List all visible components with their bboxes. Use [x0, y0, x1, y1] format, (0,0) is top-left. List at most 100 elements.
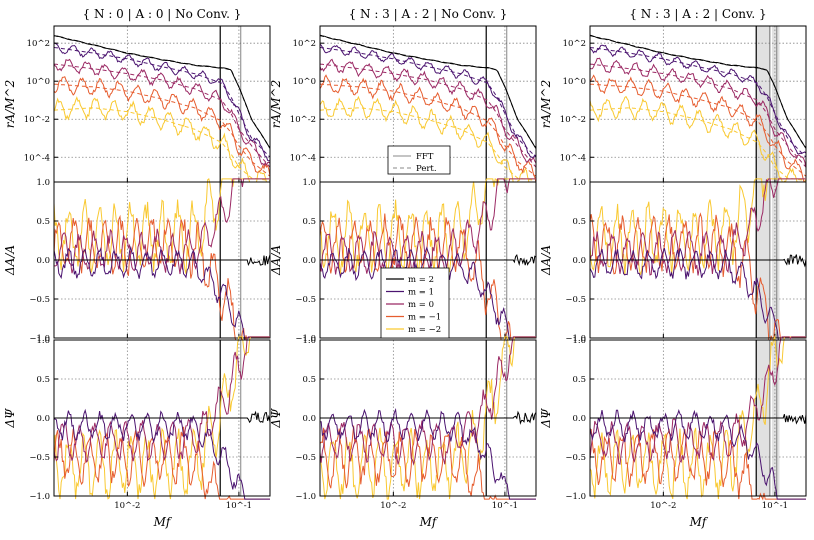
panel-r3-c2: −1.0 −0.5 0.0 0.5 1.0 10^-2 10^-1 ΔΨ — [269, 336, 537, 511]
series-fft-2 — [53, 42, 271, 162]
panel-r1-c3: 10^-4 10^-2 10^0 10^2 rA/M^2 — [539, 25, 807, 187]
series-error-4 — [53, 426, 270, 500]
panel-r3-c3: −1.0 −0.5 0.0 0.5 1.0 10^-2 10^-1 ΔΨ — [539, 334, 807, 511]
series-error-2 — [589, 248, 806, 342]
y-tick-label: 0.5 — [302, 217, 316, 227]
y-tick-label: −1.0 — [565, 492, 586, 502]
series-error-1 — [54, 254, 271, 267]
series-fft-3 — [319, 58, 537, 164]
y-tick-label: 0.5 — [302, 375, 316, 385]
y-tick-label: 10^0 — [293, 77, 316, 87]
y-tick-label: −1.0 — [295, 334, 316, 344]
series-pert-3 — [589, 63, 807, 168]
series-error-1 — [54, 410, 271, 424]
panel-background — [54, 26, 270, 182]
panel-r1-c1: 10^-4 10^-2 10^0 10^2 rA/M^2 — [3, 25, 271, 186]
y-tick-label: 0.0 — [36, 414, 50, 424]
legend-line-style: FFT Pert. — [387, 145, 451, 175]
legend-style-label: FFT — [416, 152, 434, 162]
series-fft-4 — [53, 76, 271, 176]
series-pert-4 — [53, 83, 271, 177]
legend-mode-label: m = −1 — [408, 313, 441, 323]
legend-box — [387, 145, 451, 175]
x-tick-label: 10^-1 — [226, 501, 252, 511]
series-error-2 — [320, 407, 536, 500]
series-error-4 — [589, 428, 806, 501]
legend-style-label: Pert. — [416, 164, 437, 174]
y-axis-label: ΔΨ — [269, 408, 283, 429]
series-error-3 — [319, 336, 536, 466]
series-fft-3 — [589, 57, 807, 168]
series-pert-3 — [53, 63, 271, 168]
series-error-1 — [320, 253, 537, 267]
series-error-1 — [590, 414, 807, 425]
panel-title-2: { N : 3 | A : 2 | No Conv. } — [349, 7, 508, 21]
y-tick-label: 0.5 — [36, 217, 50, 227]
x-tick-label: 10^-2 — [114, 501, 140, 511]
y-tick-label: 1.0 — [302, 336, 316, 346]
y-axis-label: ΔΨ — [539, 408, 553, 429]
y-tick-label: 10^0 — [563, 77, 586, 87]
series-fft-1 — [319, 34, 537, 149]
series-pert-2 — [53, 46, 271, 158]
series-error-1 — [320, 410, 537, 425]
series-error-4 — [319, 213, 536, 342]
series-error-5 — [53, 336, 270, 500]
series-fft-4 — [589, 74, 807, 185]
y-tick-label: 10^-4 — [560, 153, 586, 163]
y-tick-label: 1.0 — [572, 178, 586, 188]
y-tick-label: −1.0 — [295, 492, 316, 502]
x-axis-label: Mf — [153, 515, 173, 529]
x-tick-label: 10^-2 — [380, 501, 406, 511]
y-tick-label: −1.0 — [29, 492, 50, 502]
y-tick-label: 10^-2 — [290, 115, 316, 125]
y-tick-label: 0.0 — [572, 414, 586, 424]
y-tick-label: −1.0 — [29, 334, 50, 344]
series-pert-3 — [319, 63, 537, 168]
y-tick-label: 10^2 — [293, 39, 316, 49]
x-axis-label: Mf — [689, 515, 709, 529]
y-tick-label: −0.5 — [295, 295, 316, 305]
series-error-3 — [53, 336, 270, 463]
y-tick-label: −0.5 — [565, 453, 586, 463]
legend-mode-label: m = 1 — [408, 288, 434, 298]
y-axis-label: ΔΨ — [3, 408, 17, 429]
shaded-band-2 — [771, 26, 780, 182]
y-tick-label: 1.0 — [36, 178, 50, 188]
x-tick-label: 10^-1 — [762, 501, 788, 511]
legend-modes: m = 2 m = 1 m = 0 m = −1 m = −2 — [380, 267, 450, 339]
y-axis-label: ΔA/A — [539, 245, 553, 276]
y-tick-label: 10^-4 — [24, 153, 50, 163]
legend-mode-label: m = −2 — [408, 325, 441, 335]
x-tick-label: 10^-2 — [650, 501, 676, 511]
series-error-3 — [589, 336, 806, 465]
y-axis-label: ΔA/A — [3, 245, 17, 276]
panel-r2-c3: −1.0 −0.5 0.0 0.5 1.0 ΔA/A — [539, 178, 807, 344]
series-fft-4 — [319, 74, 537, 183]
series-fft-2 — [589, 44, 807, 155]
y-axis-label: rA/M^2 — [3, 80, 17, 128]
series-error-2 — [589, 409, 806, 500]
y-tick-label: 0.0 — [36, 256, 50, 266]
series-fft-1 — [54, 35, 271, 149]
y-tick-label: 10^2 — [27, 39, 50, 49]
series-pert-2 — [319, 46, 537, 158]
series-error-3 — [589, 178, 806, 276]
panel-r3-c1: −1.0 −0.5 0.0 0.5 1.0 10^-2 10^-1 ΔΨ — [3, 336, 271, 511]
panel-r2-c1: −1.0 −0.5 0.0 0.5 1.0 ΔA/A — [3, 177, 271, 344]
series-error-3 — [319, 178, 536, 275]
series-error-2 — [53, 408, 270, 500]
y-tick-label: 0.5 — [36, 375, 50, 385]
series-fft-1 — [589, 34, 807, 149]
legend-mode-label: m = 2 — [408, 275, 434, 285]
series-fft-5 — [53, 96, 270, 186]
y-tick-label: 10^0 — [27, 77, 50, 87]
x-tick-label: 10^-1 — [492, 501, 518, 511]
series-fft-5 — [319, 95, 536, 186]
panel-title-3: { N : 3 | A : 2 | Conv. } — [629, 7, 766, 21]
legend-box — [380, 267, 450, 339]
y-tick-label: 1.0 — [302, 178, 316, 188]
y-tick-label: −0.5 — [29, 295, 50, 305]
y-tick-label: 0.0 — [302, 256, 316, 266]
